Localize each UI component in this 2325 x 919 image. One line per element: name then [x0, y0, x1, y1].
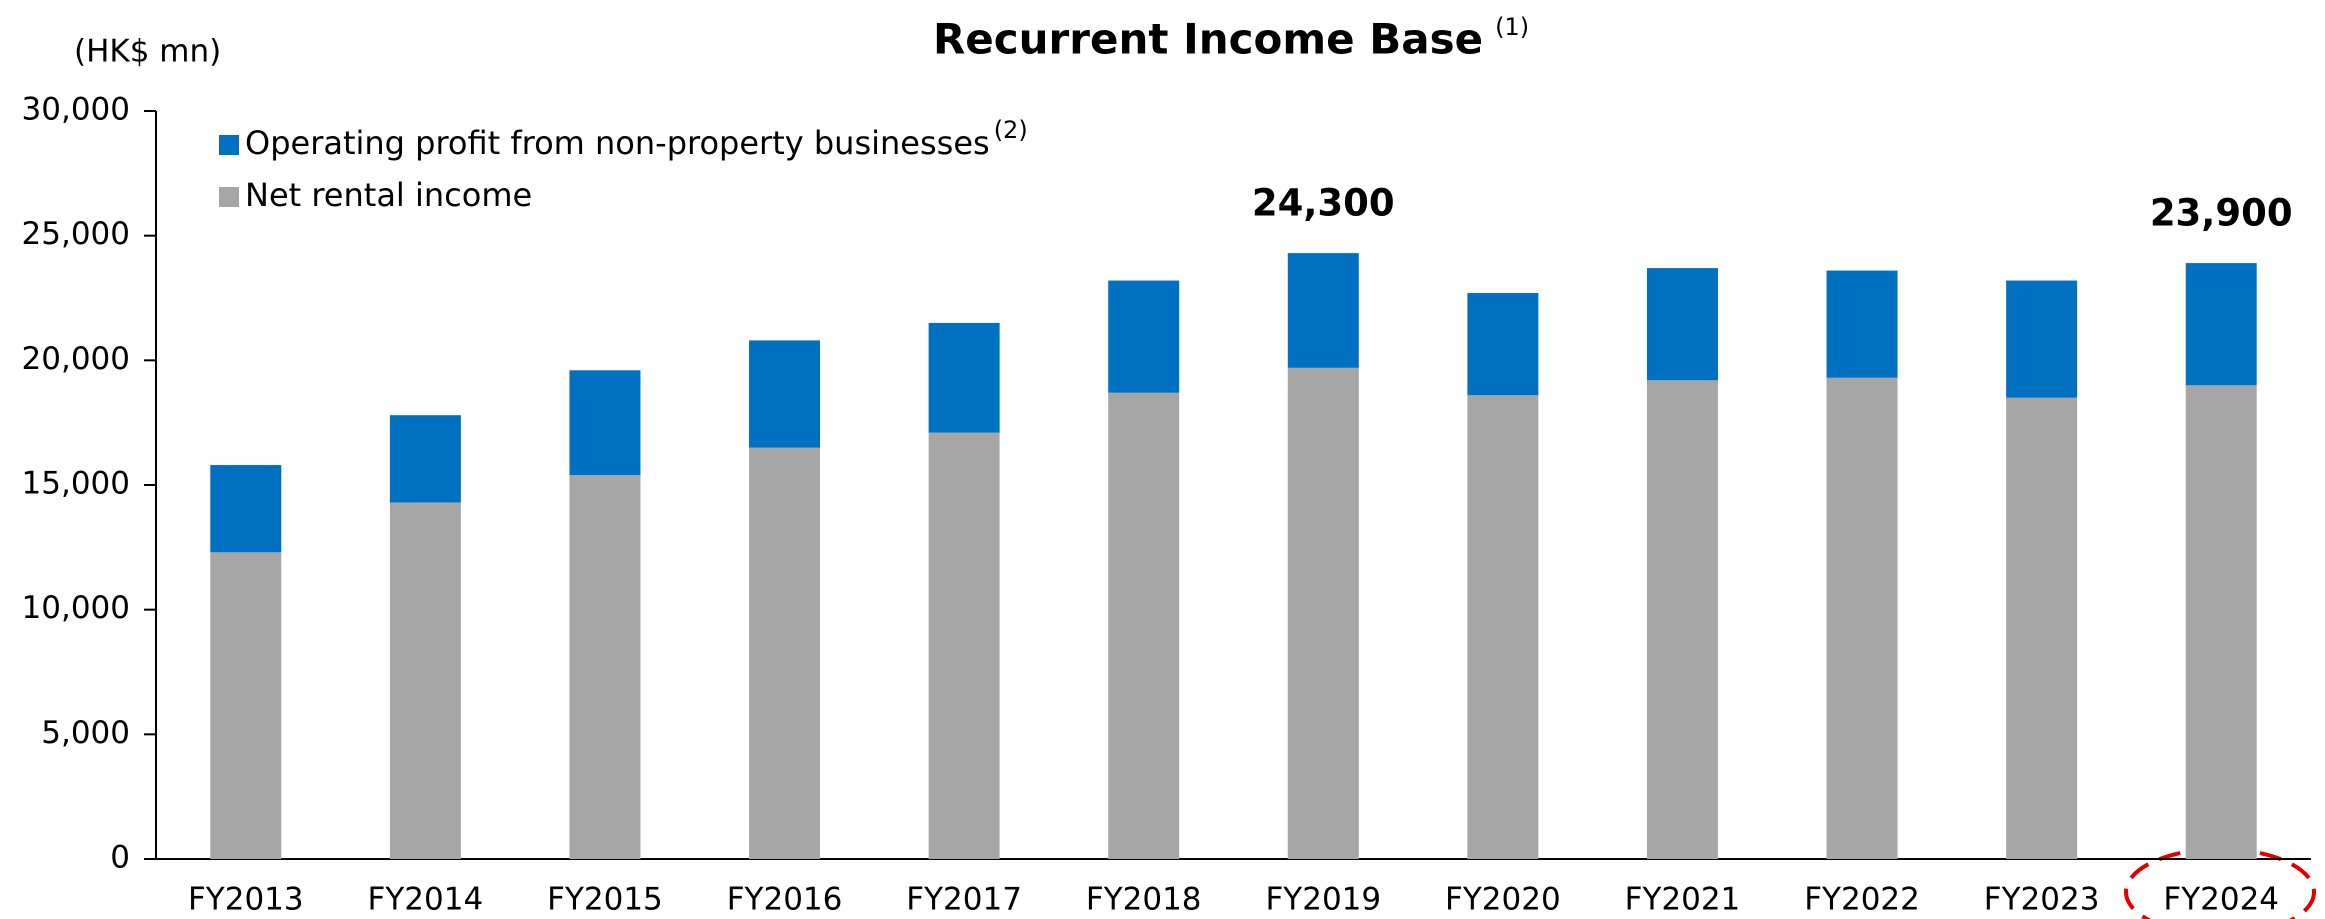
y-tick-label: 15,000	[22, 466, 130, 502]
bar-segment	[1108, 392, 1180, 859]
x-tick-label: FY2021	[1625, 882, 1741, 918]
legend-label: Net rental income	[245, 176, 532, 214]
x-tick-label: FY2017	[906, 882, 1022, 918]
highlight-ring	[2124, 847, 2316, 919]
bar-segment	[749, 340, 821, 448]
total-label: 24,300	[1252, 182, 1395, 225]
legend-swatch	[219, 187, 239, 207]
bar-segment	[210, 465, 282, 553]
legend-swatch	[219, 135, 239, 155]
bar-segment	[569, 475, 641, 859]
bar-segment	[1646, 380, 1718, 859]
y-tick-label: 10,000	[22, 590, 130, 626]
y-tick-label: 25,000	[22, 216, 130, 252]
bar-segment	[389, 502, 461, 859]
bar-segment	[1467, 293, 1539, 396]
x-tick-label: FY2020	[1445, 882, 1561, 918]
bar-segment	[2185, 385, 2257, 859]
bar-segment	[389, 415, 461, 503]
bar-segment	[1287, 253, 1359, 368]
x-tick-label: FY2023	[1984, 882, 2100, 918]
bar-segment	[569, 370, 641, 476]
bar-segment	[1826, 270, 1898, 378]
x-tick-label: FY2024	[2163, 882, 2279, 918]
bar-segment	[928, 432, 1000, 859]
bar-segment	[1287, 367, 1359, 859]
y-tick-label: 20,000	[22, 341, 130, 377]
bar-segment	[2006, 280, 2078, 398]
bar-segment	[1108, 280, 1180, 393]
total-label: 23,900	[2150, 192, 2293, 235]
bar-segment	[749, 447, 821, 859]
title-note: (1)	[1495, 13, 1529, 41]
bar-segment	[2185, 263, 2257, 386]
x-tick-label: FY2015	[547, 882, 663, 918]
chart-title: Recurrent Income Base	[933, 15, 1483, 64]
bar-segment	[1826, 377, 1898, 859]
x-tick-label: FY2022	[1804, 882, 1920, 918]
x-tick-label: FY2019	[1265, 882, 1381, 918]
y-tick-label: 5,000	[41, 715, 130, 751]
y-axis-label: (HK$ mn)	[74, 34, 221, 70]
legend-label: Operating profit from non-property busin…	[245, 124, 990, 162]
x-tick-label: FY2018	[1086, 882, 1202, 918]
bar-segment	[1467, 395, 1539, 859]
bar-segment	[210, 552, 282, 859]
bar-segment	[2006, 397, 2078, 859]
legend-note: (2)	[994, 116, 1028, 144]
y-tick-label: 0	[110, 840, 130, 876]
bar-segment	[1646, 268, 1718, 381]
bar-segment	[928, 322, 1000, 433]
y-tick-label: 30,000	[22, 92, 130, 128]
x-tick-label: FY2016	[727, 882, 843, 918]
x-tick-label: FY2013	[188, 882, 304, 918]
x-tick-label: FY2014	[368, 882, 484, 918]
